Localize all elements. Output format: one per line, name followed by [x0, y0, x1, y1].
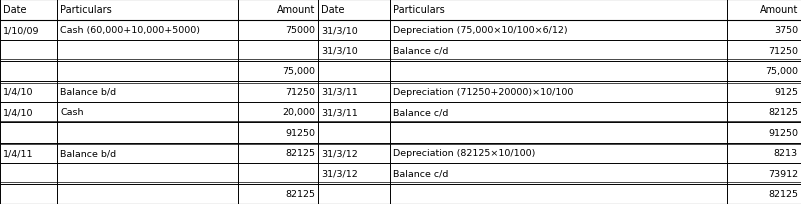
Text: 31/3/11: 31/3/11	[321, 87, 358, 96]
Text: 20,000: 20,000	[282, 108, 315, 117]
Text: Depreciation (82125×10/100): Depreciation (82125×10/100)	[393, 149, 535, 157]
Text: Balance c/d: Balance c/d	[393, 108, 449, 117]
Text: 31/3/12: 31/3/12	[321, 149, 358, 157]
Text: 3750: 3750	[774, 26, 798, 35]
Text: 1/10/09: 1/10/09	[3, 26, 39, 35]
Text: Amount: Amount	[276, 5, 315, 15]
Text: Depreciation (71250+20000)×10/100: Depreciation (71250+20000)×10/100	[393, 87, 574, 96]
Text: 31/3/10: 31/3/10	[321, 26, 358, 35]
Text: 71250: 71250	[285, 87, 315, 96]
Text: 31/3/12: 31/3/12	[321, 169, 358, 178]
Text: 1/4/10: 1/4/10	[3, 108, 34, 117]
Text: 75000: 75000	[285, 26, 315, 35]
Text: 73912: 73912	[768, 169, 798, 178]
Text: Cash: Cash	[60, 108, 83, 117]
Text: Particulars: Particulars	[393, 5, 445, 15]
Text: 91250: 91250	[768, 128, 798, 137]
Text: Balance c/d: Balance c/d	[393, 169, 449, 178]
Text: 8213: 8213	[774, 149, 798, 157]
Text: 82125: 82125	[285, 149, 315, 157]
Text: Depreciation (75,000×10/100×6/12): Depreciation (75,000×10/100×6/12)	[393, 26, 568, 35]
Text: 82125: 82125	[768, 189, 798, 198]
Text: Date: Date	[3, 5, 26, 15]
Text: 1/4/11: 1/4/11	[3, 149, 34, 157]
Text: Amount: Amount	[759, 5, 798, 15]
Text: 75,000: 75,000	[282, 67, 315, 76]
Text: 31/3/10: 31/3/10	[321, 47, 358, 55]
Text: 75,000: 75,000	[765, 67, 798, 76]
Text: Particulars: Particulars	[60, 5, 112, 15]
Text: Balance c/d: Balance c/d	[393, 47, 449, 55]
Text: Date: Date	[321, 5, 344, 15]
Text: Cash (60,000+10,000+5000): Cash (60,000+10,000+5000)	[60, 26, 200, 35]
Text: 31/3/11: 31/3/11	[321, 108, 358, 117]
Text: Balance b/d: Balance b/d	[60, 149, 116, 157]
Text: 82125: 82125	[285, 189, 315, 198]
Text: Balance b/d: Balance b/d	[60, 87, 116, 96]
Text: 82125: 82125	[768, 108, 798, 117]
Text: 9125: 9125	[774, 87, 798, 96]
Text: 1/4/10: 1/4/10	[3, 87, 34, 96]
Text: 91250: 91250	[285, 128, 315, 137]
Text: 71250: 71250	[768, 47, 798, 55]
